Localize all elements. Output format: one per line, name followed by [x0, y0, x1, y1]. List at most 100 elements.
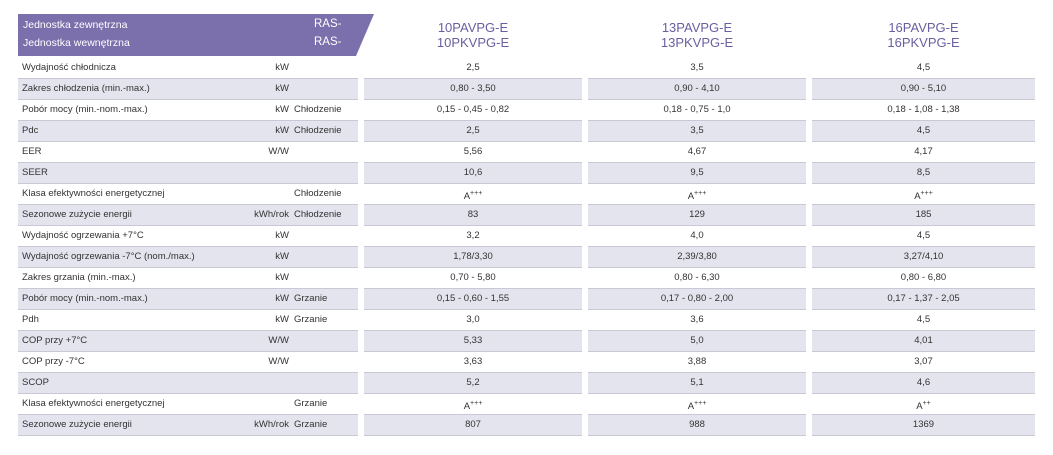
table-row: Klasa efektywności energetycznej Grzanie A… — [18, 394, 1035, 415]
value-cell: 3,0 — [466, 314, 480, 325]
value-cell: 0,18 - 0,75 - 1,0 — [663, 104, 731, 115]
column-gap — [806, 331, 812, 352]
value-cell: 3,2 — [466, 230, 480, 241]
model-header-1: 10PAVPG-E 10PKVPG-E — [364, 14, 582, 56]
row-label: COP przy -7°C — [22, 356, 85, 367]
row-label: Klasa efektywności energetycznej — [22, 188, 165, 199]
column-gap — [358, 352, 364, 373]
row-unit — [218, 184, 289, 204]
value-cell: A+++ — [687, 190, 707, 203]
row-unit: kW — [275, 83, 289, 94]
column-gap — [358, 289, 364, 310]
row-label: Wydajność chłodnicza — [22, 62, 116, 73]
table-row: Sezonowe zużycie energii kWh/rok Grzanie 80… — [18, 415, 1035, 436]
column-gap — [806, 373, 812, 394]
row-label: SCOP — [22, 377, 49, 388]
table-row: Zakres chłodzenia (min.-max.) kW 0,80 - 3,… — [18, 79, 1035, 100]
column-gap — [358, 415, 364, 436]
table-row: Pdc kW Chłodzenie 2,5 3,5 4,5 — [18, 121, 1035, 142]
column-gap — [582, 121, 588, 142]
column-gap — [806, 268, 812, 289]
column-gap — [358, 184, 364, 205]
energy-class-plus: +++ — [470, 190, 483, 197]
row-mode: Chłodzenie — [294, 188, 342, 199]
value-cell: 3,5 — [690, 62, 704, 73]
value-cell: 0,70 - 5,80 — [450, 272, 496, 283]
value-cell: 3,88 — [687, 356, 707, 367]
row-unit: kW — [275, 62, 289, 73]
column-gap — [358, 268, 364, 289]
column-gap — [806, 184, 812, 205]
column-gap — [582, 226, 588, 247]
row-label: Wydajność ogrzewania +7°C — [22, 230, 144, 241]
table-row: Pdh kW Grzanie 3,0 3,6 4,5 — [18, 310, 1035, 331]
energy-class-plus: +++ — [694, 400, 707, 407]
row-mode: Chłodzenie — [294, 104, 342, 115]
model-header-2: 13PAVPG-E 13PKVPG-E — [588, 14, 806, 56]
column-gap — [806, 289, 812, 310]
ras-indoor-prefix: RAS- — [314, 36, 342, 48]
row-label: Zakres grzania (min.-max.) — [22, 272, 136, 283]
value-cell: A++ — [916, 400, 931, 413]
row-label: Pdh — [22, 314, 39, 325]
value-cell: 5,33 — [463, 335, 483, 346]
row-label: Klasa efektywności energetycznej — [22, 398, 165, 409]
column-gap — [358, 226, 364, 247]
row-label: SEER — [22, 167, 48, 178]
energy-class-plus: +++ — [920, 190, 933, 197]
column-gap — [806, 205, 812, 226]
model-outdoor-name: 10PAVPG-E — [437, 20, 509, 35]
table-row: COP przy -7°C W/W 3,63 3,88 3,07 — [18, 352, 1035, 373]
value-cell: 3,27/4,10 — [903, 251, 944, 262]
row-unit: kW — [275, 314, 289, 325]
value-cell: 0,80 - 3,50 — [450, 83, 496, 94]
value-cell: 83 — [467, 209, 479, 220]
value-cell: 5,1 — [690, 377, 704, 388]
column-gap — [582, 184, 588, 205]
outdoor-unit-label: Jednostka zewnętrzna — [23, 19, 128, 31]
value-cell: 0,17 - 1,37 - 2,05 — [887, 293, 960, 304]
value-cell: 4,5 — [916, 230, 931, 241]
row-label: Pdc — [22, 125, 39, 136]
model-header-3: 16PAVPG-E 16PKVPG-E — [812, 14, 1035, 56]
column-gap — [582, 205, 588, 226]
column-gap — [582, 142, 588, 163]
value-cell: 1,78/3,30 — [453, 251, 493, 262]
column-gap — [806, 247, 812, 268]
value-cell: 10,6 — [463, 167, 483, 178]
column-gap — [582, 352, 588, 373]
table-row: Zakres grzania (min.-max.) kW 0,70 - 5,80 0… — [18, 268, 1035, 289]
ras-outdoor-prefix: RAS- — [314, 18, 342, 30]
value-cell: 4,17 — [914, 146, 933, 157]
table-row: SCOP 5,2 5,1 4,6 — [18, 373, 1035, 394]
column-gap — [358, 247, 364, 268]
value-cell: 5,56 — [463, 146, 483, 157]
value-cell: 0,90 - 4,10 — [674, 83, 720, 94]
column-gap — [582, 394, 588, 415]
row-label: Pobór mocy (min.-nom.-max.) — [22, 104, 148, 115]
column-gap — [582, 289, 588, 310]
table-row: Klasa efektywności energetycznej Chłodzen… — [18, 184, 1035, 205]
column-gap — [358, 121, 364, 142]
model-outdoor-name: 13PAVPG-E — [661, 20, 733, 35]
row-label: EER — [22, 146, 42, 157]
row-unit: kWh/rok — [254, 419, 289, 430]
value-cell: A+++ — [463, 190, 483, 203]
row-unit — [218, 394, 289, 414]
energy-class-plus: +++ — [694, 190, 707, 197]
header-background — [18, 14, 374, 56]
header-label-block: Jednostka zewnętrzna Jednostka wewnętrzn… — [18, 14, 374, 56]
value-cell: A+++ — [914, 190, 933, 203]
row-unit: W/W — [268, 146, 289, 157]
value-cell: 5,2 — [466, 377, 480, 388]
energy-class-plus: ++ — [922, 400, 931, 407]
column-gap — [358, 331, 364, 352]
table-row: Pobór mocy (min.-nom.-max.) kW Chłodzenie 0… — [18, 100, 1035, 121]
row-mode: Grzanie — [294, 293, 328, 304]
value-cell: 0,15 - 0,60 - 1,55 — [436, 293, 510, 304]
row-unit: kW — [275, 293, 289, 304]
row-unit: W/W — [268, 335, 289, 346]
column-gap — [806, 121, 812, 142]
row-unit: W/W — [268, 356, 289, 367]
model-indoor-name: 10PKVPG-E — [436, 35, 510, 50]
